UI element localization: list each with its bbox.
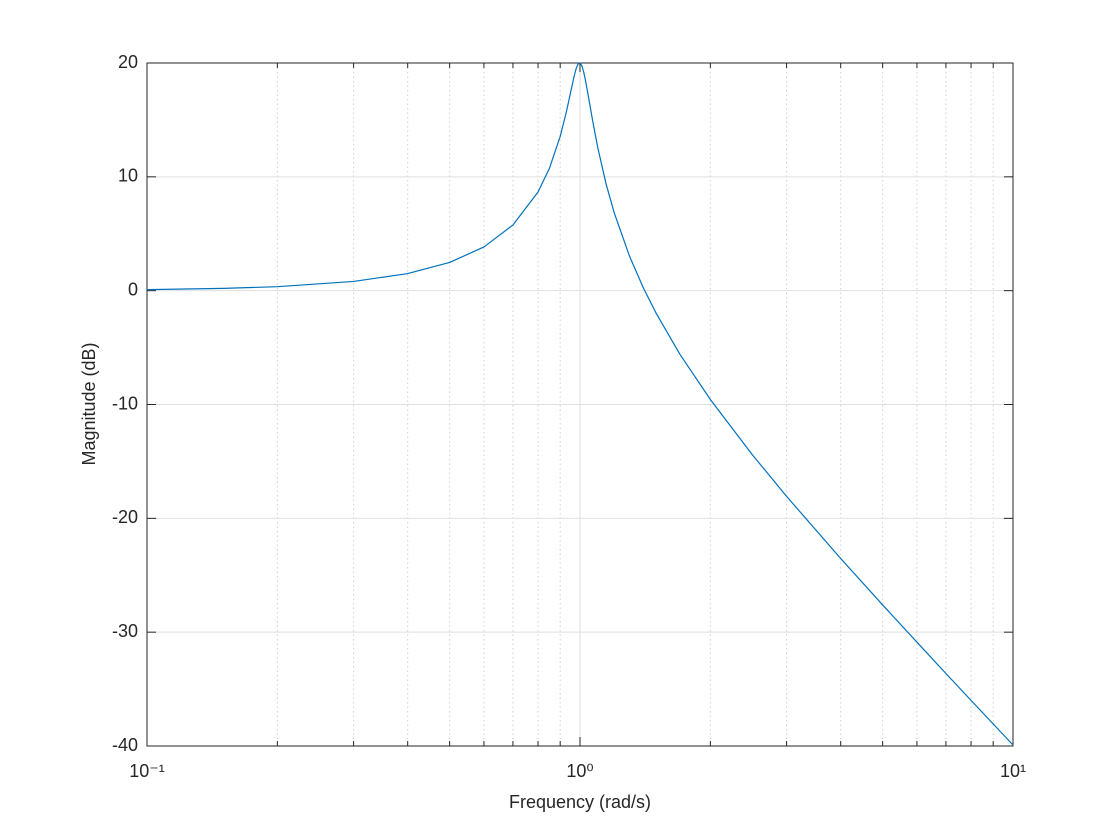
y-tick-label: -20 xyxy=(112,507,138,527)
y-tick-label: 10 xyxy=(118,166,138,186)
y-tick-label: 0 xyxy=(128,279,138,299)
y-tick-label: 20 xyxy=(118,52,138,72)
y-tick-label: -40 xyxy=(112,735,138,755)
y-tick-label: -10 xyxy=(112,393,138,413)
y-tick-label: -30 xyxy=(112,621,138,641)
x-tick-label: 10⁰ xyxy=(566,761,593,781)
y-axis-label: Magnitude (dB) xyxy=(79,342,99,465)
magnitude-line xyxy=(146,62,1014,746)
x-tick-label: 10⁻¹ xyxy=(129,761,165,781)
x-tick-label: 10¹ xyxy=(1000,761,1026,781)
x-axis-label: Frequency (rad/s) xyxy=(509,792,651,812)
